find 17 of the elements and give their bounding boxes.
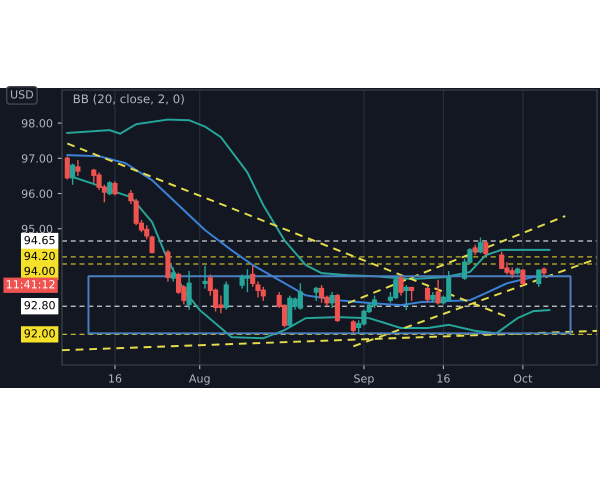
x-tick-label: Oct bbox=[514, 374, 532, 383]
ref-line-label: 92.00 bbox=[24, 329, 55, 338]
x-tick-label: Aug bbox=[188, 374, 210, 385]
text: 11:41:12 bbox=[6, 280, 54, 288]
y-tick-label: 98.00 bbox=[22, 119, 52, 128]
y-tick-label: 95.00 bbox=[22, 224, 52, 234]
ref-line-label: 94.00 bbox=[24, 266, 55, 276]
ref-line-label: 94.65 bbox=[24, 236, 55, 244]
x-tick-label: 16 bbox=[438, 374, 450, 383]
x-tick-label: Sep bbox=[354, 374, 374, 385]
ref-line-label: 94.20 bbox=[24, 252, 55, 260]
x-tick-label: 16 bbox=[109, 374, 122, 383]
ref-line-label: 92.80 bbox=[24, 301, 55, 310]
y-tick-label: 97.00 bbox=[22, 154, 52, 163]
annotation: BB (20, close, 2, 0) bbox=[74, 94, 184, 105]
y-axis-title: USD bbox=[10, 90, 34, 99]
y-tick-label: 96.00 bbox=[22, 189, 52, 198]
